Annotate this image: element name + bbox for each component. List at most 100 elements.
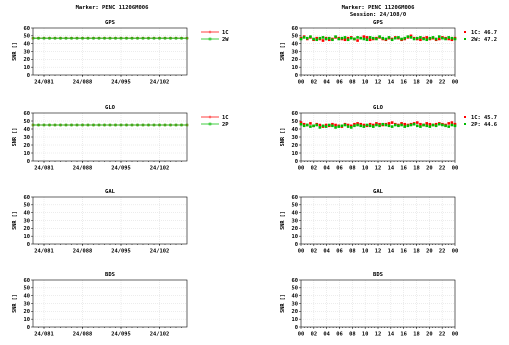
data-point [362,125,366,128]
plot-frame [300,27,456,76]
y-tick-label: 10 [24,151,31,157]
data-point [180,123,183,127]
data-point [64,36,68,40]
data-point [371,125,375,128]
data-point [422,37,425,41]
legend-marker [208,37,212,41]
panel-title: GAL [373,189,384,195]
data-point [86,123,90,127]
x-tick-label: 18 [413,80,420,86]
data-point [447,122,451,125]
x-tick-label: 24/088 [73,332,92,338]
y-tick-label: 10 [292,317,299,323]
data-point [299,122,303,126]
y-tick-label: 50 [24,119,31,125]
legend-marker [464,31,466,33]
data-point [309,35,312,38]
data-point [365,123,369,127]
legend-label: 1C: 46.7 [471,30,497,36]
data-point [403,125,407,128]
data-point [337,125,341,128]
data-point [309,125,312,128]
data-point [59,36,62,40]
y-axis-label: SNR [] [280,42,286,61]
data-point [75,123,79,127]
right-header-line1: Marker: PENC 11206M006 [342,5,416,11]
y-tick-label: 50 [292,34,299,40]
data-point [174,123,178,127]
legend-label: 2W: 47.2 [471,37,497,43]
data-point [147,123,150,127]
x-tick-label: 06 [336,166,343,172]
data-point [359,124,363,128]
x-tick-label: 24/081 [34,166,53,172]
data-point [37,36,40,40]
data-point [318,126,322,129]
legend-marker [464,38,466,40]
data-point [299,121,303,124]
x-tick-label: 14 [388,249,395,255]
data-point [381,122,385,126]
data-point [378,124,381,128]
data-point [302,36,306,39]
legend-label: 2P [222,122,229,128]
y-tick-label: 60 [24,278,31,284]
y-tick-label: 30 [24,218,31,224]
data-point [37,123,40,127]
y-tick-label: 10 [24,234,31,240]
data-point [400,37,403,41]
data-point [141,123,145,127]
y-tick-label: 60 [24,26,31,32]
data-point [119,123,123,127]
y-tick-label: 20 [24,57,31,63]
series-2w: 2W: 47.2 [299,35,497,43]
y-tick-label: 50 [292,119,299,125]
x-tick-label: 20 [426,166,433,172]
data-point [453,124,457,128]
data-point [412,37,416,41]
data-point [437,122,441,126]
data-point [450,38,454,42]
data-point [450,123,454,127]
data-point [185,36,189,40]
data-point [346,123,350,127]
data-point [356,123,359,127]
x-tick-label: 00 [452,166,459,172]
x-tick-label: 02 [311,80,318,86]
x-tick-label: 04 [323,80,330,86]
data-point [81,36,84,40]
data-point [324,123,328,127]
y-tick-label: 0 [295,73,298,79]
data-point [431,123,435,127]
data-point [368,122,372,126]
y-tick-label: 60 [292,278,299,284]
x-tick-label: 00 [452,332,459,338]
data-point [390,38,394,42]
data-point [362,37,366,41]
data-point [428,122,432,126]
y-tick-label: 40 [24,293,31,299]
x-tick-label: 16 [400,166,407,172]
data-point [419,38,422,42]
data-point [327,123,331,127]
y-tick-label: 0 [27,242,30,248]
data-point [356,39,359,42]
data-point [299,37,303,41]
data-point [315,123,319,127]
x-tick-label: 08 [349,249,356,255]
x-tick-label: 20 [426,332,433,338]
legend-label: 1C [222,30,229,36]
data-point [81,123,84,127]
data-point [309,122,312,125]
x-tick-label: 24/088 [73,166,92,172]
data-point [415,124,419,128]
y-tick-label: 0 [27,325,30,331]
data-point [390,121,394,124]
data-point [321,124,325,128]
x-tick-label: 24/095 [111,166,130,172]
y-tick-label: 10 [24,317,31,323]
y-tick-label: 40 [24,41,31,47]
x-tick-label: 16 [400,332,407,338]
